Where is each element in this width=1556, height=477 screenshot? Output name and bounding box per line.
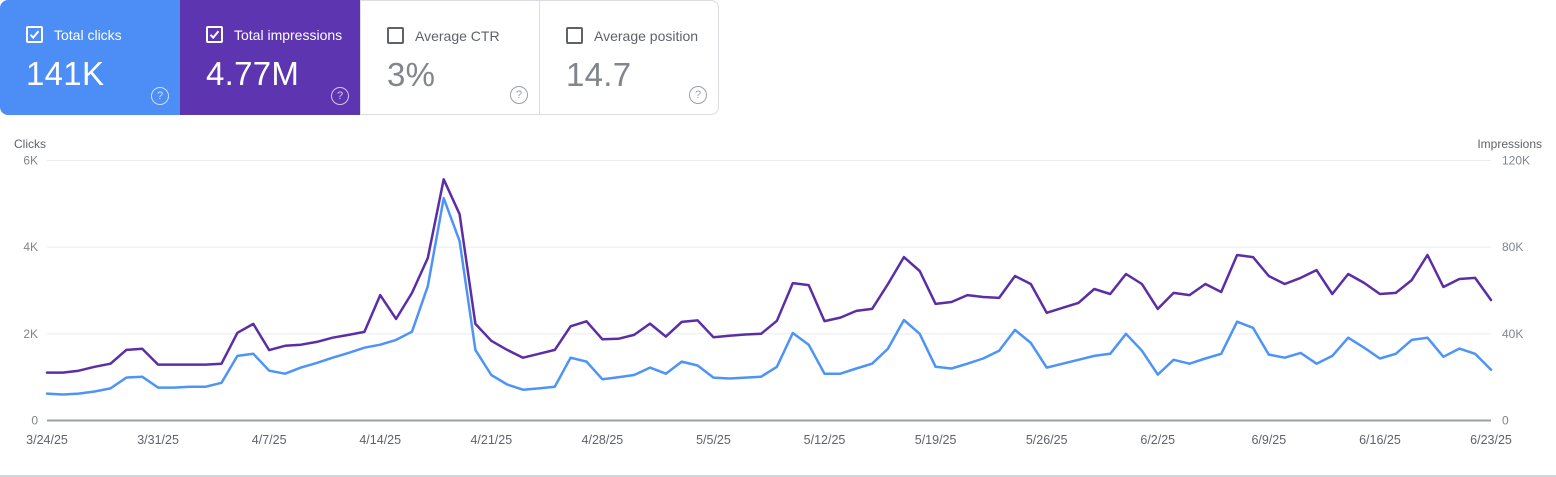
right-axis-tick: 80K bbox=[1502, 240, 1523, 254]
right-axis-tick: 120K bbox=[1502, 154, 1530, 168]
x-axis-date-label: 6/9/25 bbox=[1251, 433, 1286, 447]
total-clicks-card[interactable]: Total clicks 141K ? bbox=[0, 0, 180, 115]
x-axis-date-label: 4/21/25 bbox=[470, 433, 512, 447]
total-clicks-label: Total clicks bbox=[54, 26, 122, 43]
left-axis-title: Clicks bbox=[14, 137, 46, 151]
x-axis-date-label: 4/28/25 bbox=[582, 433, 624, 447]
total-impressions-value: 4.77M bbox=[206, 55, 300, 92]
left-axis-tick: 2K bbox=[23, 327, 38, 341]
x-axis-date-label: 5/12/25 bbox=[804, 433, 846, 447]
x-axis-date-label: 3/24/25 bbox=[26, 433, 68, 447]
total-clicks-checkbox[interactable] bbox=[26, 26, 43, 43]
total-clicks-value: 141K bbox=[26, 55, 105, 92]
help-icon[interactable]: ? bbox=[331, 87, 349, 105]
checkmark-icon bbox=[209, 30, 220, 40]
left-axis-tick: 6K bbox=[23, 154, 38, 168]
x-axis-date-label: 4/14/25 bbox=[359, 433, 401, 447]
right-axis-tick: 40K bbox=[1502, 327, 1523, 341]
help-icon[interactable]: ? bbox=[510, 86, 528, 104]
left-axis-tick: 4K bbox=[23, 240, 38, 254]
x-axis-date-label: 5/19/25 bbox=[915, 433, 957, 447]
average-position-label: Average position bbox=[594, 27, 699, 44]
metric-cards: Total clicks 141K ? Total impressions 4.… bbox=[0, 0, 719, 115]
right-axis-title: Impressions bbox=[1477, 137, 1542, 151]
clicks-line[interactable] bbox=[45, 196, 1493, 396]
x-axis-date-label: 5/26/25 bbox=[1026, 433, 1068, 447]
x-axis-date-label: 3/31/25 bbox=[137, 433, 179, 447]
total-impressions-card[interactable]: Total impressions 4.77M ? bbox=[180, 0, 360, 115]
average-ctr-checkbox[interactable] bbox=[387, 27, 404, 44]
impressions-line[interactable] bbox=[45, 178, 1493, 374]
x-axis-date-label: 6/2/25 bbox=[1140, 433, 1175, 447]
average-position-value: 14.7 bbox=[566, 56, 632, 93]
total-impressions-checkbox[interactable] bbox=[206, 26, 223, 43]
x-axis-date-label: 5/5/25 bbox=[696, 433, 731, 447]
bottom-divider bbox=[0, 475, 1556, 477]
average-ctr-value: 3% bbox=[387, 56, 436, 93]
x-axis-date-label: 4/7/25 bbox=[252, 433, 287, 447]
left-axis-tick: 0 bbox=[31, 414, 38, 428]
x-axis-date-label: 6/16/25 bbox=[1359, 433, 1401, 447]
average-ctr-card[interactable]: Average CTR 3% ? bbox=[360, 0, 540, 115]
average-position-checkbox[interactable] bbox=[566, 27, 583, 44]
right-axis-tick: 0 bbox=[1502, 414, 1509, 428]
average-ctr-label: Average CTR bbox=[415, 27, 500, 44]
help-icon[interactable]: ? bbox=[689, 86, 707, 104]
help-icon[interactable]: ? bbox=[151, 87, 169, 105]
checkmark-icon bbox=[29, 30, 40, 40]
average-position-card[interactable]: Average position 14.7 ? bbox=[539, 0, 719, 115]
x-axis-date-label: 6/23/25 bbox=[1470, 433, 1512, 447]
total-impressions-label: Total impressions bbox=[234, 26, 343, 43]
